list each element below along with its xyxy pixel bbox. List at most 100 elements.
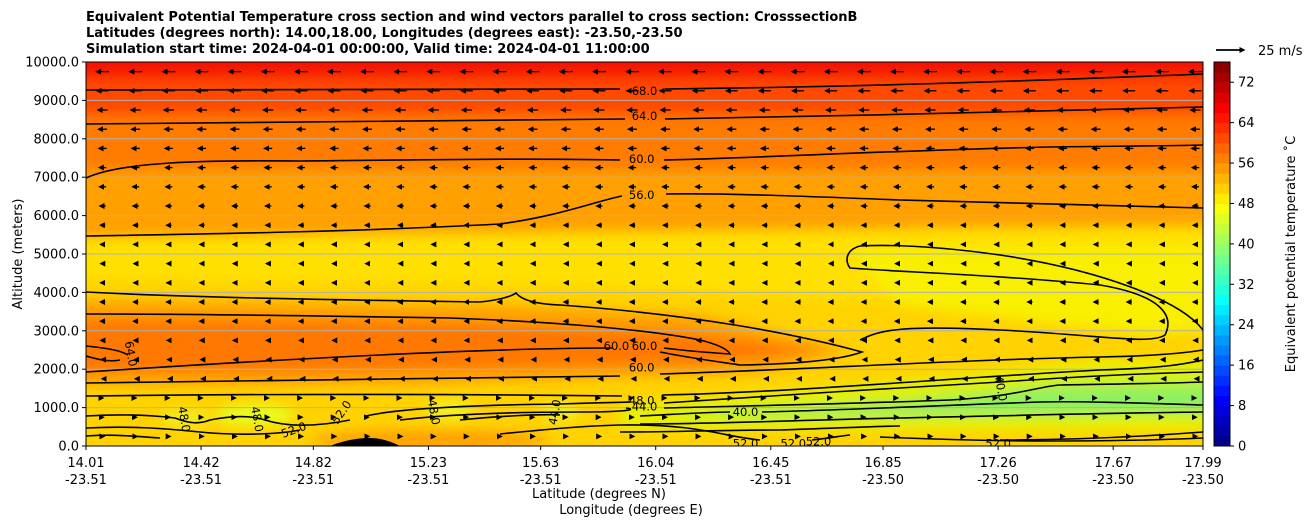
colorbar-segment bbox=[1214, 203, 1230, 215]
x-tick-label-lon: -23.51 bbox=[180, 473, 222, 488]
colorbar-segment bbox=[1214, 193, 1230, 204]
contour-56-upper bbox=[86, 193, 1203, 237]
x-tick-label-lat: 17.99 bbox=[1184, 456, 1221, 471]
x-tick-label-lon: -23.50 bbox=[1092, 473, 1134, 488]
y-tick-label: 4000.0 bbox=[34, 286, 80, 301]
contour-label: 48.0 bbox=[425, 398, 443, 426]
contour-label: 44.0 bbox=[546, 398, 564, 426]
colorbar-segment bbox=[1214, 233, 1230, 245]
colorbar-tick-label: 32 bbox=[1238, 278, 1255, 293]
colorbar-segment bbox=[1214, 152, 1230, 164]
contour-label: 60.0 bbox=[629, 152, 655, 166]
contour-60-west bbox=[86, 313, 732, 373]
contour-label: 40.0 bbox=[992, 375, 1010, 403]
contour-label: 48.0 bbox=[248, 405, 266, 433]
colorbar-segment bbox=[1214, 334, 1230, 346]
contour-56-mid bbox=[86, 291, 865, 366]
colorbar-segment bbox=[1214, 243, 1230, 255]
y-tick-label: 0.0 bbox=[58, 440, 79, 455]
x-tick-label-lat: 15.23 bbox=[410, 456, 447, 471]
x-tick-label-lat: 16.85 bbox=[864, 456, 901, 471]
x-tick-label-lat: 14.82 bbox=[295, 456, 332, 471]
x-tick-label-lon: -23.51 bbox=[520, 473, 562, 488]
x-tick-label-lat: 15.63 bbox=[522, 456, 559, 471]
x-axis: 14.01 -23.51 14.42 -23.51 14.82 -23.51 15.23 -2… bbox=[65, 446, 1224, 488]
x-tick-label-lat: 16.45 bbox=[752, 456, 789, 471]
x-tick-label-lat: 14.01 bbox=[67, 456, 104, 471]
x-tick-label-lon: -23.51 bbox=[292, 473, 334, 488]
x-tick-label-lat: 14.42 bbox=[182, 456, 219, 471]
colorbar-segment bbox=[1214, 62, 1230, 73]
colorbar-segment bbox=[1214, 304, 1230, 316]
y-tick-label: 10000.0 bbox=[25, 56, 79, 71]
colorbar-segment bbox=[1214, 344, 1230, 356]
colorbar-tick-label: 24 bbox=[1238, 318, 1255, 333]
x-tick-label-lon: -23.50 bbox=[977, 473, 1019, 488]
y-axis: 0.0 1000.0 2000.0 3000.0 4000.0 5000.0 6000.0 7… bbox=[25, 56, 86, 455]
contour-label: 64.0 bbox=[632, 109, 658, 123]
colorbar-tick-label: 0 bbox=[1238, 440, 1246, 455]
colorbar-frame bbox=[1213, 61, 1231, 447]
y-tick-label: 3000.0 bbox=[34, 324, 80, 339]
colorbar: 0 8 16 24 32 40 48 56 64 72 bbox=[1213, 61, 1255, 455]
plot-area: 68.064.060.056.064.0 60.0 60.060.048.044.0… bbox=[86, 62, 1203, 446]
y-tick-label: 1000.0 bbox=[34, 401, 80, 416]
quiver-key-label: 25 m/s bbox=[1258, 44, 1303, 59]
colorbar-segment bbox=[1214, 375, 1230, 386]
band-bright-yellow bbox=[850, 246, 1203, 335]
colorbar-segment bbox=[1214, 284, 1230, 295]
colorbar-segment bbox=[1214, 365, 1230, 376]
contour-64 bbox=[86, 106, 1203, 125]
colorbar-segment bbox=[1214, 163, 1230, 174]
contour-68 bbox=[86, 73, 1203, 91]
x-axis-label-lon: Longitude (degrees E) bbox=[559, 503, 703, 518]
chart-title-line-2: Latitudes (degrees north): 14.00,18.00, … bbox=[86, 26, 683, 41]
y-tick-label: 2000.0 bbox=[34, 363, 80, 378]
wind-vectors bbox=[95, 68, 1202, 440]
quiver-key: 25 m/s bbox=[1216, 44, 1303, 59]
colorbar-segment bbox=[1214, 405, 1230, 417]
colorbar-segment bbox=[1214, 425, 1230, 437]
contour-56-low bbox=[86, 349, 1203, 384]
colorbar-tick-label: 72 bbox=[1238, 76, 1255, 91]
contour-label: 60.0 bbox=[629, 360, 655, 374]
terrain bbox=[330, 438, 400, 446]
chart-title-line-1: Equivalent Potential Temperature cross s… bbox=[86, 10, 857, 25]
colorbar-segment bbox=[1214, 314, 1230, 326]
x-tick-label-lon: -23.51 bbox=[750, 473, 792, 488]
y-axis-label: Altitude (meters) bbox=[11, 199, 26, 310]
contour-52-low bbox=[86, 359, 1203, 397]
colorbar-segment bbox=[1214, 324, 1230, 336]
contour-48-surface bbox=[86, 413, 1203, 441]
contour-label: 60.0 bbox=[632, 339, 658, 353]
colorbar-segment bbox=[1214, 355, 1230, 366]
contour-56-lobe bbox=[846, 244, 1203, 341]
x-axis-label-lat: Latitude (degrees N) bbox=[532, 487, 666, 502]
contour-label: 60.0 bbox=[604, 339, 630, 353]
contour-label: 40.0 bbox=[733, 405, 759, 419]
contour-40-low bbox=[639, 400, 1203, 417]
y-tick-label: 8000.0 bbox=[34, 132, 80, 147]
x-tick-label-lat: 17.26 bbox=[980, 456, 1017, 471]
contour-48-low bbox=[365, 371, 1203, 417]
colorbar-segment bbox=[1214, 102, 1230, 114]
colorbar-segment bbox=[1214, 223, 1230, 235]
y-tick-label: 5000.0 bbox=[34, 248, 80, 263]
y-tick-label: 6000.0 bbox=[34, 209, 80, 224]
y-tick-label: 7000.0 bbox=[34, 171, 80, 186]
chart-title-line-3: Simulation start time: 2024-04-01 00:00:… bbox=[86, 42, 650, 57]
colorbar-tick-label: 8 bbox=[1238, 399, 1246, 414]
contour-label: 64.0 bbox=[122, 340, 140, 368]
colorbar-segment bbox=[1214, 435, 1230, 447]
contour-label: 44.0 bbox=[632, 399, 658, 413]
contour-label: 48.0 bbox=[175, 405, 193, 433]
colorbar-segment bbox=[1214, 142, 1230, 154]
contour-label: 48.0 bbox=[629, 394, 655, 408]
colorbar-segment bbox=[1214, 82, 1230, 93]
x-tick-label-lon: -23.50 bbox=[862, 473, 904, 488]
colorbar-segment bbox=[1214, 132, 1230, 144]
colorbar-segment bbox=[1214, 254, 1230, 265]
colorbar-segment bbox=[1214, 92, 1230, 103]
y-tick-label: 9000.0 bbox=[34, 94, 80, 109]
